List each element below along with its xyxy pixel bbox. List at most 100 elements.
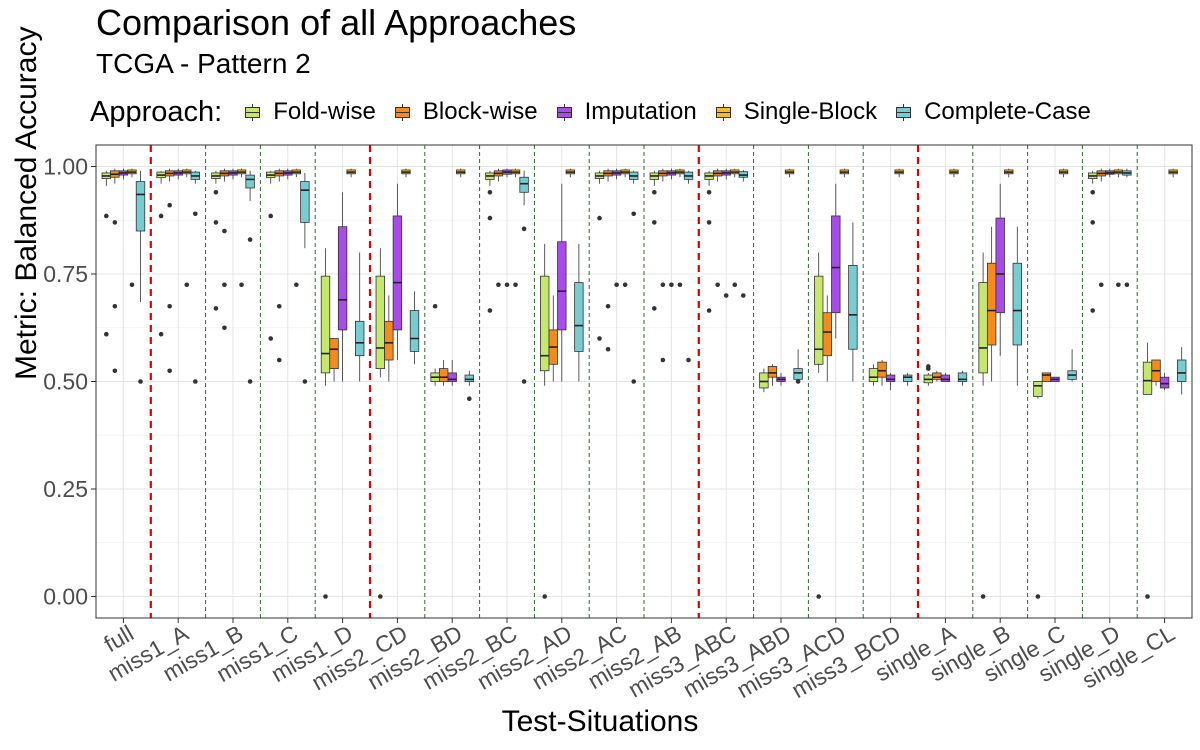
outlier-point [652,306,657,311]
box [940,374,951,382]
outlier-point [158,331,164,337]
outlier-point [112,303,118,309]
outlier-point [652,220,657,225]
outlier-point [158,213,164,219]
box [1142,361,1153,395]
outlier-point [167,202,172,208]
box [1012,262,1022,346]
outlier-point [521,379,527,384]
outlier-point [631,211,636,217]
outlier-point [1145,594,1150,599]
box [464,374,474,382]
box [438,368,449,382]
outlier-point [1090,220,1096,225]
box [885,374,896,382]
legend-items: Fold-wise Block-wise Imputation Single-Bloc… [244,98,1109,126]
outlier-point [487,215,493,221]
outlier-point [980,594,986,599]
outlier-point [213,220,219,225]
outlier-point [1116,282,1121,288]
box [329,338,339,370]
legend-item-block-wise: Block-wise [394,98,538,126]
box [409,310,420,352]
legend-item-fold-wise: Fold-wise [244,98,376,126]
outlier-point [1090,308,1096,313]
box [337,226,348,331]
outlier-point [677,282,683,288]
box [574,282,584,352]
outlier-point [487,190,493,195]
outlier-point [239,282,244,288]
outlier-point [1098,282,1104,288]
outlier-point [605,303,611,309]
box [300,181,310,223]
outlier-point [686,357,691,363]
box [1159,376,1170,389]
box [986,262,997,346]
legend-label: Single-Block [743,98,878,125]
outlier-point [652,190,657,195]
box [1033,381,1043,397]
outlier-point [795,379,801,384]
box [375,275,385,369]
box [1177,359,1187,382]
outlier-point [660,357,666,363]
outlier-point [466,396,472,402]
y-tick-label: 0.75 [43,261,88,287]
outlier-point [138,379,143,384]
box [868,368,879,382]
box [447,372,457,382]
outlier-point [222,325,227,331]
legend-title: Approach: [90,95,223,128]
outlier-point [660,282,666,288]
outlier-point [432,303,438,309]
y-tick-label: 0.50 [43,369,88,395]
outlier-point [715,282,720,288]
outlier-point [268,336,274,341]
y-axis-title: Metric: Balanced Accuracy [10,26,43,380]
outlier-point [542,594,548,599]
outlier-point [104,213,109,219]
box [135,181,146,232]
outlier-point [323,594,328,599]
legend-key [895,103,912,121]
legend-key [394,103,411,121]
box [877,361,887,378]
outlier-point [112,220,118,225]
legend-item-complete-case: Complete-Case [895,98,1091,126]
outlier-point [706,190,712,195]
outlier-point [213,306,219,311]
outlier-point [597,336,602,341]
box [822,312,832,357]
outlier-point [622,282,628,288]
outlier-point [167,303,172,309]
y-tick-label: 0.00 [43,584,88,610]
box [903,374,913,382]
legend-label: Block-wise [422,98,538,125]
outlier-point [723,293,729,298]
outlier-point [222,282,227,288]
legend-key [715,103,732,121]
legend-key [556,103,573,121]
chart-subtitle: TCGA - Pattern 2 [96,48,311,79]
outlier-point [631,379,636,384]
box [793,368,803,380]
outlier-point [276,303,282,309]
outlier-point [378,594,383,599]
outlier-point [521,226,527,232]
outlier-point [597,215,602,221]
box [557,241,567,331]
outlier-point [504,282,510,288]
outlier-point [706,308,712,313]
outlier-point [167,368,172,374]
outlier-point [247,237,253,242]
outlier-point [669,282,674,288]
outlier-point [926,364,931,369]
legend-label: Fold-wise [273,98,376,125]
legend-key [244,103,261,121]
outlier-point [496,282,501,288]
outlier-point [302,379,308,384]
outlier-point [487,308,493,313]
outlier-point [513,282,518,288]
